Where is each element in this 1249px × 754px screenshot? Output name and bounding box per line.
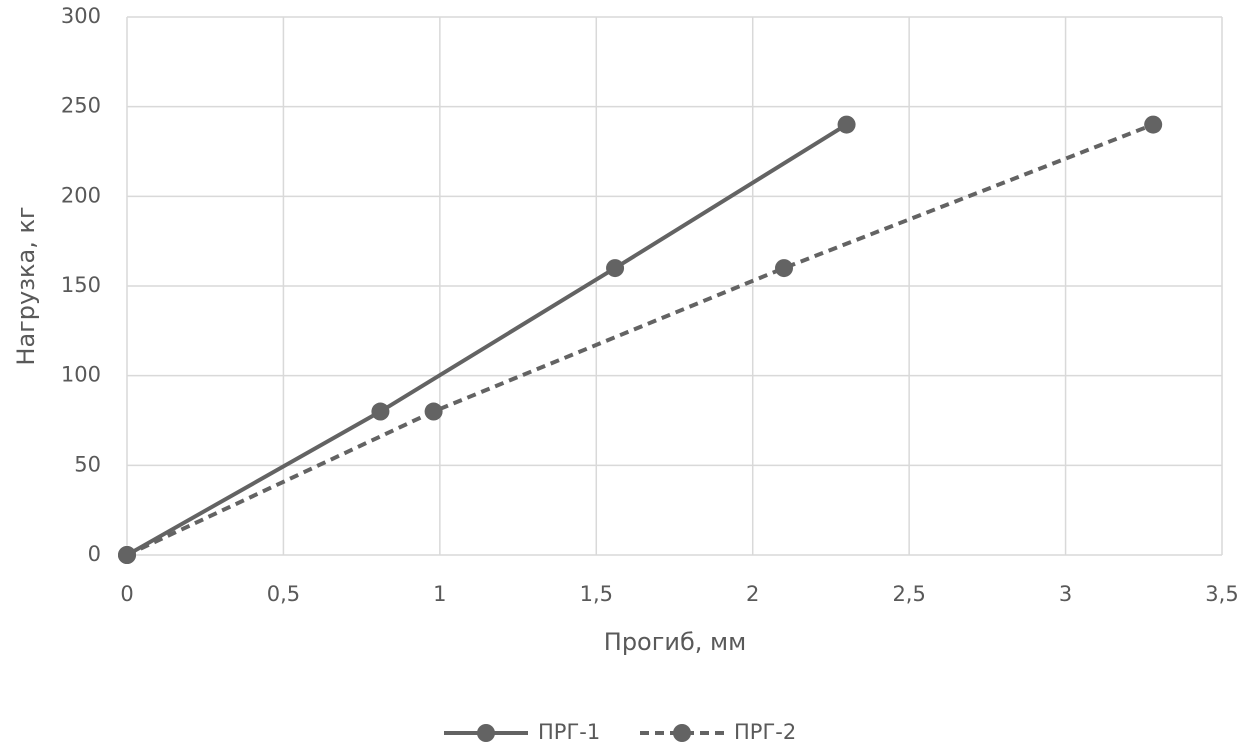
data-point bbox=[118, 546, 136, 564]
y-tick-label: 250 bbox=[61, 94, 101, 118]
data-point bbox=[424, 402, 443, 421]
x-tick-label: 0,5 bbox=[267, 582, 300, 606]
y-tick-label: 50 bbox=[74, 452, 101, 476]
x-tick-label: 2,5 bbox=[892, 582, 925, 606]
x-tick-label: 2 bbox=[746, 582, 759, 606]
x-tick-label: 0 bbox=[120, 582, 133, 606]
data-point bbox=[837, 115, 856, 134]
x-tick-label: 3,5 bbox=[1205, 582, 1238, 606]
x-tick-label: 1 bbox=[433, 582, 446, 606]
y-tick-label: 150 bbox=[61, 273, 101, 297]
legend-label: ПРГ-2 bbox=[734, 720, 796, 744]
y-tick-label: 100 bbox=[61, 363, 101, 387]
legend-marker bbox=[477, 724, 495, 742]
legend-marker bbox=[673, 724, 691, 742]
legend-label: ПРГ-1 bbox=[538, 720, 600, 744]
data-point bbox=[371, 402, 390, 421]
data-point bbox=[606, 259, 625, 278]
y-tick-label: 300 bbox=[61, 4, 101, 28]
x-tick-label: 1,5 bbox=[580, 582, 613, 606]
y-axis-title: Нагрузка, кг bbox=[12, 206, 40, 365]
y-tick-label: 200 bbox=[61, 183, 101, 207]
series-line bbox=[126, 122, 1154, 557]
data-point bbox=[775, 259, 793, 278]
x-tick-label: 3 bbox=[1059, 582, 1072, 606]
data-point bbox=[1144, 115, 1163, 134]
y-tick-label: 0 bbox=[88, 542, 101, 566]
series-line bbox=[126, 122, 848, 557]
x-axis-title: Прогиб, мм bbox=[604, 628, 746, 656]
